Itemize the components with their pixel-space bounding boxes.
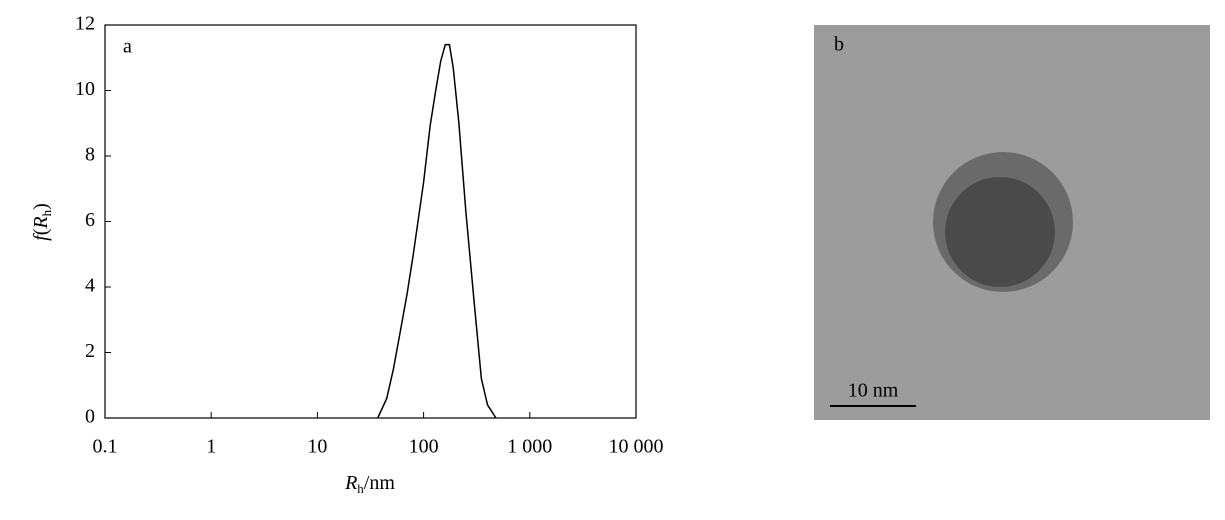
y-axis-label: f(Rh) [30, 203, 54, 241]
y-tick-label: 6 [85, 209, 95, 231]
x-tick-label: 10 [307, 436, 327, 458]
y-tick-label: 10 [75, 78, 95, 100]
x-label-subscript: h [357, 481, 364, 496]
x-tick-label: 100 [409, 436, 439, 458]
x-label-symbol: R [344, 472, 357, 494]
panel-label: a [123, 36, 132, 58]
data-line [377, 43, 497, 419]
y-label-paren: ( [30, 228, 52, 235]
x-tick-label: 0.1 [93, 436, 118, 458]
x-axis-label: Rh/nm [344, 472, 395, 496]
particle-core [945, 177, 1055, 287]
x-tick-label: 1 000 [507, 436, 552, 458]
x-tick-label: 10 000 [609, 436, 664, 458]
y-tick-label: 4 [85, 275, 95, 297]
y-tick-label: 0 [85, 406, 95, 428]
x-label-unit: /nm [364, 472, 396, 494]
y-label-subscript: h [39, 209, 54, 216]
y-label-symbol: R [30, 216, 52, 229]
y-tick-label: 12 [75, 13, 95, 35]
x-tick-label: 1 [206, 436, 216, 458]
scale-bar-label: 10 nm [848, 380, 899, 402]
y-tick-label: 2 [85, 340, 95, 362]
y-label-f: f [30, 233, 52, 241]
y-tick-label: 8 [85, 144, 95, 166]
panel-label: b [834, 34, 844, 56]
plot-frame [104, 24, 637, 419]
y-label-paren: ) [30, 203, 52, 210]
tem-image: b 10 nm [814, 25, 1210, 420]
